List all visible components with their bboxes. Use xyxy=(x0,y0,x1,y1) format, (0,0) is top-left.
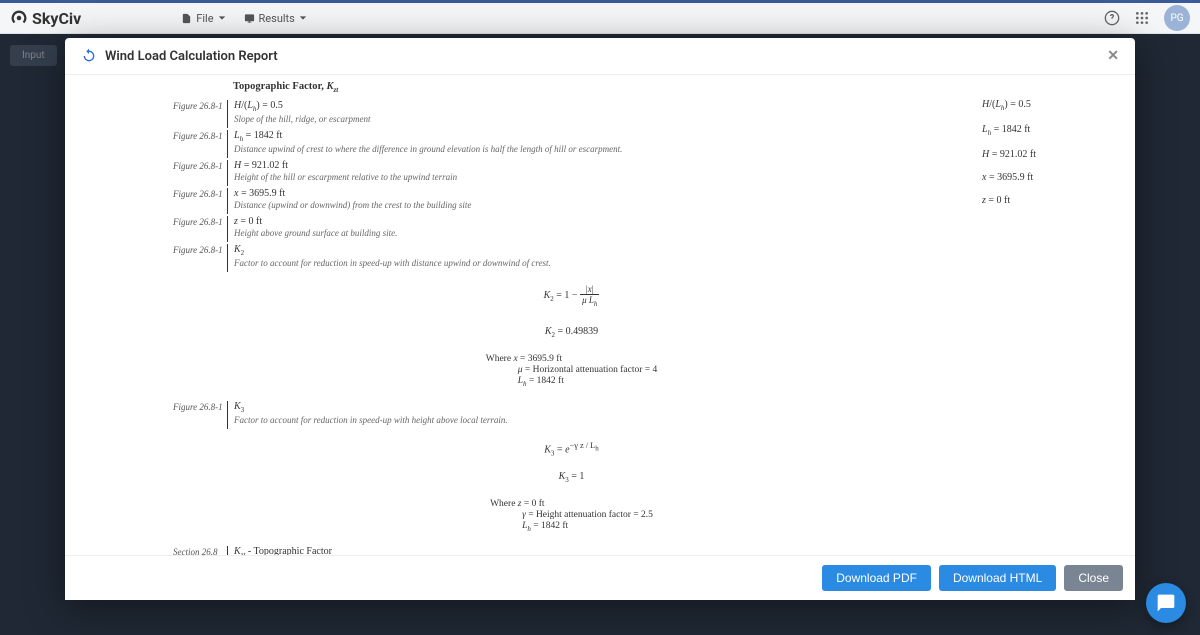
equation: H/(Lh) = 0.5 xyxy=(234,100,970,113)
section-title: Topographic Factor, Kzt xyxy=(173,81,970,94)
calc-row: Figure 26.8-1 z = 0 ftHeight above ground… xyxy=(173,216,970,242)
description: Slope of the hill, ridge, or escarpment xyxy=(234,114,970,124)
reference-label: Figure 26.8-1 xyxy=(173,130,227,158)
description: Factor to account for reduction in speed… xyxy=(234,258,970,268)
menu-group: File Results xyxy=(181,12,307,25)
avatar[interactable]: PG xyxy=(1164,5,1190,31)
description: Height above ground surface at building … xyxy=(234,228,970,238)
description: Distance (upwind or downwind) from the c… xyxy=(234,200,970,210)
brand[interactable]: SkyCiv xyxy=(10,9,81,28)
summary-line: H = 921.02 ft xyxy=(982,149,1117,160)
reference-label: Figure 26.8-1 xyxy=(173,401,227,429)
refresh-icon xyxy=(81,48,97,64)
reference-label: Figure 26.8-1 xyxy=(173,188,227,214)
menu-results-label: Results xyxy=(259,12,295,25)
reference-label: Section 26.8 xyxy=(173,546,227,555)
chat-bubble[interactable] xyxy=(1146,583,1186,623)
file-icon xyxy=(181,13,192,24)
modal-body[interactable]: Topographic Factor, Kzt Figure 26.8-1 H/(… xyxy=(65,75,1135,555)
summary-line: x = 3695.9 ft xyxy=(982,172,1117,183)
reference-label: Figure 26.8-1 xyxy=(173,100,227,128)
summary-line: Lh = 1842 ft xyxy=(982,124,1117,137)
skyciv-logo-icon xyxy=(10,9,28,27)
description: Factor to account for reduction in speed… xyxy=(234,415,970,425)
calc-row: Figure 26.8-1 H = 921.02 ftHeight of the … xyxy=(173,160,970,186)
equation: K3 xyxy=(234,401,970,414)
equation: K2 xyxy=(234,244,970,257)
k2-formula-block: K2 = 1 − |x|μ Lh K2 = 0.49839 Where x = … xyxy=(173,284,970,389)
k3-formula-block: K3 = e−γ z / Lh K3 = 1 Where z = 0 ftγ =… xyxy=(173,441,970,534)
equation: z = 0 ft xyxy=(234,216,970,227)
equation: Kzt - Topographic Factor xyxy=(234,546,970,555)
reference-label: Figure 26.8-1 xyxy=(173,244,227,272)
equation: x = 3695.9 ft xyxy=(234,188,970,199)
description: Height of the hill or escarpment relativ… xyxy=(234,172,970,182)
calc-row: Figure 26.8-1 Lh = 1842 ftDistance upwind… xyxy=(173,130,970,158)
reference-label: Figure 26.8-1 xyxy=(173,216,227,242)
close-button[interactable]: Close xyxy=(1064,565,1123,591)
menu-file-label: File xyxy=(196,12,213,25)
brand-text: SkyCiv xyxy=(32,9,81,28)
help-icon[interactable] xyxy=(1104,10,1120,26)
summary-line: H/(Lh) = 0.5 xyxy=(982,99,1117,112)
download-html-button[interactable]: Download HTML xyxy=(939,565,1056,591)
monitor-icon xyxy=(244,13,255,24)
close-icon[interactable]: ✕ xyxy=(1107,48,1119,64)
report-content: Topographic Factor, Kzt Figure 26.8-1 H/(… xyxy=(73,81,1127,555)
summary-line: z = 0 ft xyxy=(982,195,1117,206)
k3-row: Figure 26.8-1 K3 Factor to account for r… xyxy=(173,401,970,429)
report-modal: Wind Load Calculation Report ✕ Topograph… xyxy=(65,38,1135,600)
calc-row: Figure 26.8-1 K2Factor to account for red… xyxy=(173,244,970,272)
topbar: SkyCiv File Results PG xyxy=(0,0,1200,34)
menu-results[interactable]: Results xyxy=(244,12,307,25)
equation: H = 921.02 ft xyxy=(234,160,970,171)
equation: Lh = 1842 ft xyxy=(234,130,970,143)
kzt-row: Section 26.8 Kzt - Topographic Factor xyxy=(173,546,970,555)
menu-file[interactable]: File xyxy=(181,12,225,25)
topbar-right: PG xyxy=(1104,5,1190,31)
modal-footer: Download PDF Download HTML Close xyxy=(65,555,1135,600)
modal-header: Wind Load Calculation Report ✕ xyxy=(65,38,1135,75)
reference-label: Figure 26.8-1 xyxy=(173,160,227,186)
avatar-initials: PG xyxy=(1170,13,1183,24)
calc-row: Figure 26.8-1 x = 3695.9 ftDistance (upwi… xyxy=(173,188,970,214)
download-pdf-button[interactable]: Download PDF xyxy=(822,565,931,591)
chevron-down-icon xyxy=(218,14,226,22)
report-summary-column: H/(Lh) = 0.5 Lh = 1842 ft H = 921.02 ft x =… xyxy=(982,81,1127,555)
apps-grid-icon[interactable] xyxy=(1134,10,1150,26)
description: Distance upwind of crest to where the di… xyxy=(234,144,970,154)
modal-title: Wind Load Calculation Report xyxy=(105,49,278,64)
chat-icon xyxy=(1156,593,1176,613)
chevron-down-icon xyxy=(299,14,307,22)
report-main-column: Topographic Factor, Kzt Figure 26.8-1 H/(… xyxy=(73,81,970,555)
calc-row: Figure 26.8-1 H/(Lh) = 0.5Slope of the hi… xyxy=(173,100,970,128)
